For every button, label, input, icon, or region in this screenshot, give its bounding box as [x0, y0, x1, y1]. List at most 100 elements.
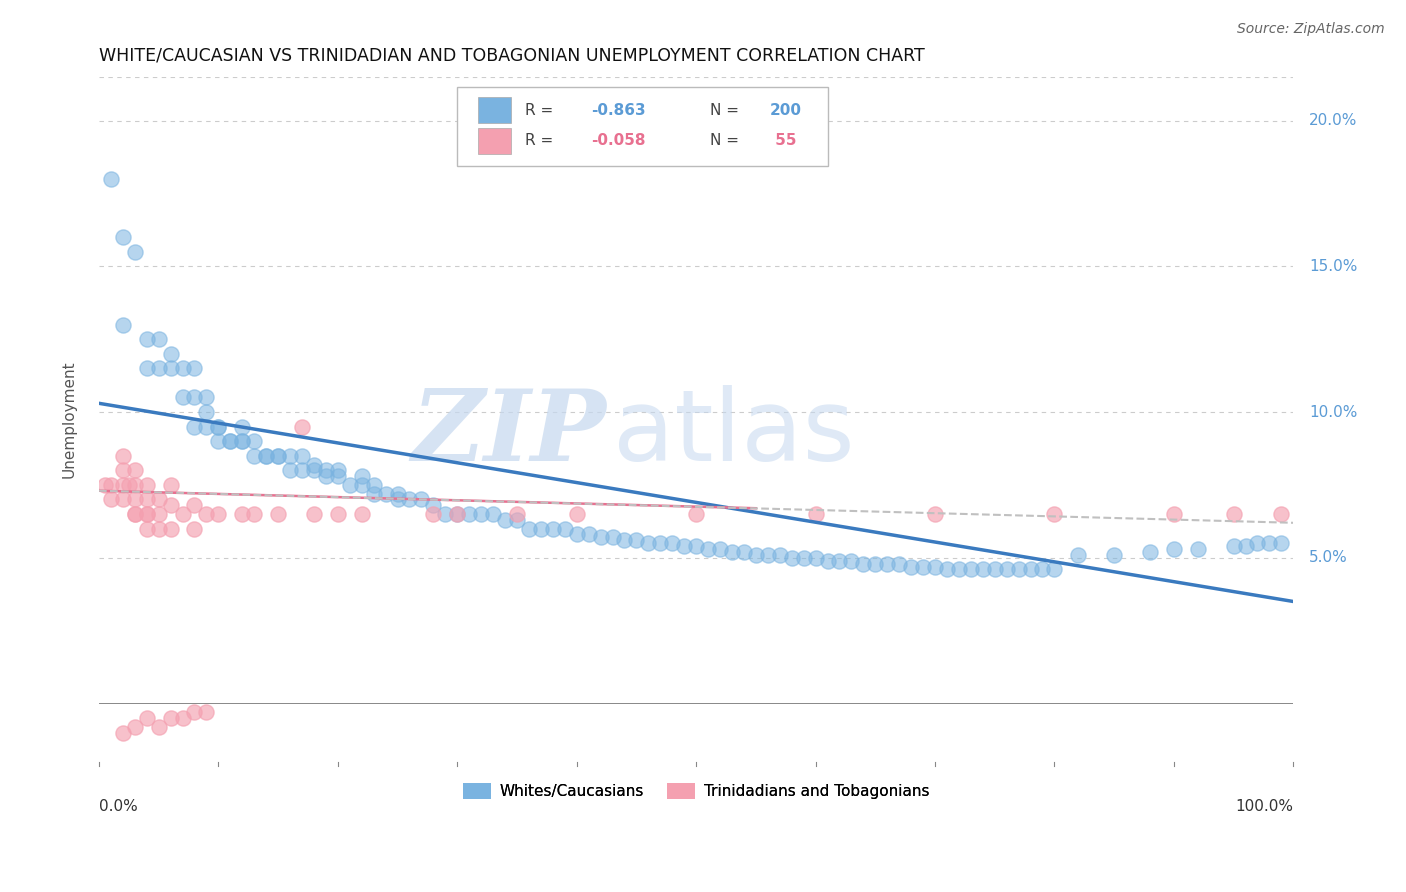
Text: atlas: atlas	[613, 384, 855, 482]
Point	[183, 522, 205, 536]
Point	[159, 347, 181, 361]
Point	[207, 419, 229, 434]
Point	[1031, 562, 1053, 576]
Point	[350, 469, 373, 483]
Point	[841, 554, 863, 568]
Point	[482, 507, 505, 521]
Point	[326, 507, 349, 521]
Point	[124, 492, 146, 507]
Point	[183, 419, 205, 434]
Point	[817, 554, 839, 568]
Text: 100.0%: 100.0%	[1236, 799, 1294, 814]
Point	[793, 550, 815, 565]
Point	[231, 507, 253, 521]
Point	[195, 405, 218, 419]
Point	[135, 522, 157, 536]
Point	[124, 478, 146, 492]
Point	[231, 434, 253, 449]
Point	[446, 507, 468, 521]
Point	[1163, 542, 1185, 557]
Point	[745, 548, 768, 562]
Point	[159, 522, 181, 536]
Point	[1067, 548, 1090, 562]
Point	[148, 522, 170, 536]
Text: 15.0%: 15.0%	[1309, 259, 1357, 274]
Point	[1102, 548, 1125, 562]
Point	[1043, 562, 1066, 576]
Point	[135, 507, 157, 521]
Point	[1246, 536, 1268, 550]
Point	[422, 498, 444, 512]
Point	[100, 478, 122, 492]
Point	[219, 434, 242, 449]
Point	[148, 492, 170, 507]
Point	[709, 542, 731, 557]
Point	[733, 545, 755, 559]
Point	[948, 562, 970, 576]
Point	[100, 172, 122, 186]
Point	[302, 458, 325, 472]
Point	[183, 361, 205, 376]
Point	[589, 530, 612, 544]
Point	[889, 557, 911, 571]
FancyBboxPatch shape	[457, 87, 828, 166]
Point	[1163, 507, 1185, 521]
Text: 20.0%: 20.0%	[1309, 113, 1357, 128]
Point	[326, 463, 349, 477]
Point	[458, 507, 481, 521]
Point	[697, 542, 720, 557]
Point	[172, 391, 194, 405]
Point	[565, 527, 588, 541]
Point	[912, 559, 935, 574]
Point	[541, 522, 564, 536]
Bar	[478, 97, 510, 123]
Text: N =: N =	[710, 133, 740, 148]
Text: 200: 200	[770, 103, 803, 118]
Text: ZIP: ZIP	[412, 384, 606, 482]
Point	[900, 559, 922, 574]
Point	[1234, 539, 1257, 553]
Text: 0.0%: 0.0%	[98, 799, 138, 814]
Point	[135, 332, 157, 346]
Point	[195, 705, 218, 719]
Point	[374, 486, 396, 500]
Text: R =: R =	[526, 103, 554, 118]
Point	[111, 463, 134, 477]
Point	[1187, 542, 1209, 557]
Point	[207, 507, 229, 521]
Point	[111, 478, 134, 492]
Text: 5.0%: 5.0%	[1309, 550, 1347, 566]
Point	[278, 463, 301, 477]
Text: -0.863: -0.863	[591, 103, 645, 118]
Point	[315, 463, 337, 477]
Point	[959, 562, 981, 576]
Point	[626, 533, 648, 548]
Point	[721, 545, 744, 559]
Point	[339, 478, 361, 492]
Point	[148, 507, 170, 521]
Text: 55: 55	[770, 133, 797, 148]
Point	[267, 449, 290, 463]
Point	[183, 391, 205, 405]
Point	[135, 478, 157, 492]
Point	[124, 463, 146, 477]
Point	[183, 705, 205, 719]
Point	[172, 361, 194, 376]
Point	[159, 711, 181, 725]
Point	[769, 548, 792, 562]
Point	[291, 463, 314, 477]
Point	[159, 478, 181, 492]
Point	[207, 419, 229, 434]
Point	[243, 449, 266, 463]
Point	[756, 548, 779, 562]
Point	[363, 478, 385, 492]
Point	[243, 434, 266, 449]
Point	[243, 507, 266, 521]
Point	[1043, 507, 1066, 521]
Point	[865, 557, 887, 571]
Point	[972, 562, 994, 576]
Point	[936, 562, 959, 576]
Point	[1139, 545, 1161, 559]
Point	[267, 449, 290, 463]
Point	[1222, 539, 1244, 553]
